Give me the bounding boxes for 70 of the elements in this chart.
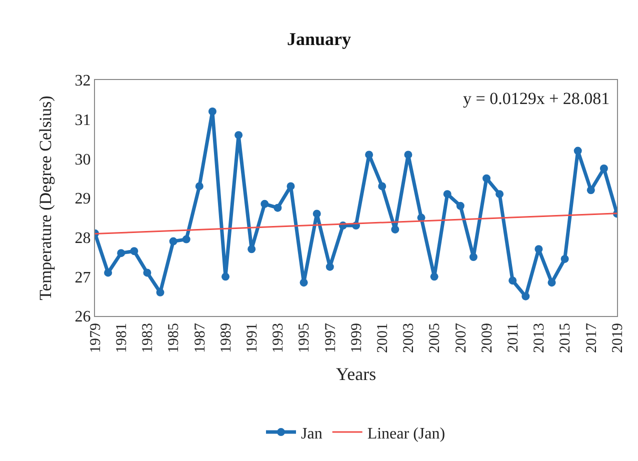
y-tick-label: 30 bbox=[74, 151, 91, 168]
point bbox=[182, 235, 190, 244]
x-tick-label: 2019 bbox=[610, 323, 626, 353]
x-tick-label: 2015 bbox=[558, 323, 574, 353]
point bbox=[300, 278, 308, 287]
chart-title: January bbox=[286, 28, 352, 49]
point bbox=[130, 247, 138, 256]
point bbox=[104, 268, 112, 277]
y-tick-label: 27 bbox=[74, 269, 91, 286]
x-tick-label: 1983 bbox=[140, 323, 156, 353]
x-tick-label: 1985 bbox=[166, 323, 182, 353]
point bbox=[443, 190, 452, 198]
point bbox=[326, 262, 334, 271]
point bbox=[469, 253, 478, 261]
y-tick-label: 31 bbox=[74, 112, 91, 129]
x-tick-label: 2017 bbox=[584, 322, 600, 353]
legend-label: Linear (Jan) bbox=[367, 425, 446, 442]
point bbox=[430, 272, 438, 281]
x-tick-label: 1999 bbox=[348, 323, 365, 353]
point bbox=[208, 107, 216, 116]
x-tick-label: 1991 bbox=[244, 323, 260, 353]
point bbox=[143, 268, 152, 277]
x-tick-label: 1993 bbox=[270, 323, 287, 353]
point bbox=[169, 237, 178, 246]
y-axis-title: Temperature (Degree Celsius) bbox=[36, 96, 55, 300]
point bbox=[456, 202, 464, 210]
x-tick-label: 2009 bbox=[479, 323, 496, 353]
x-tick-label: 2003 bbox=[401, 323, 418, 353]
y-tick-label: 28 bbox=[74, 230, 91, 247]
point bbox=[404, 150, 412, 159]
x-tick-label: 1989 bbox=[218, 323, 234, 353]
x-tick-label: 1979 bbox=[88, 323, 104, 353]
point bbox=[522, 292, 530, 300]
point bbox=[234, 131, 243, 140]
x-tick-label: 2013 bbox=[532, 323, 548, 353]
point bbox=[286, 182, 295, 190]
point bbox=[560, 254, 569, 263]
x-tick-label: 1987 bbox=[192, 322, 208, 353]
point bbox=[222, 272, 230, 281]
x-axis-title: Years bbox=[336, 364, 376, 384]
x-tick-label: 1981 bbox=[114, 323, 130, 353]
point bbox=[600, 164, 608, 172]
x-tick-label: 2011 bbox=[505, 323, 522, 352]
annotation: y = 0.0129x + 28.081 bbox=[463, 89, 610, 108]
point bbox=[117, 249, 126, 258]
point bbox=[378, 182, 386, 190]
legend-label: Jan bbox=[301, 425, 322, 442]
x-tick-label: 2005 bbox=[427, 323, 444, 353]
point bbox=[534, 245, 543, 254]
point bbox=[391, 225, 400, 234]
y-tick-label: 29 bbox=[74, 190, 91, 208]
point bbox=[365, 150, 374, 159]
y-tick-label: 26 bbox=[74, 308, 91, 326]
point bbox=[548, 278, 556, 287]
point bbox=[574, 146, 582, 155]
point bbox=[260, 200, 269, 208]
x-tick-label: 1995 bbox=[296, 323, 313, 353]
point bbox=[508, 276, 517, 285]
x-tick-label: 2001 bbox=[374, 323, 391, 353]
y-tick-label: 32 bbox=[74, 72, 91, 90]
point bbox=[274, 204, 282, 212]
point bbox=[312, 210, 321, 218]
point bbox=[482, 174, 490, 182]
point bbox=[248, 245, 256, 254]
point bbox=[586, 186, 595, 194]
x-tick-label: 2007 bbox=[453, 322, 470, 353]
point bbox=[195, 182, 204, 190]
point bbox=[156, 288, 164, 296]
x-tick-label: 1997 bbox=[322, 322, 339, 353]
point bbox=[496, 190, 504, 198]
